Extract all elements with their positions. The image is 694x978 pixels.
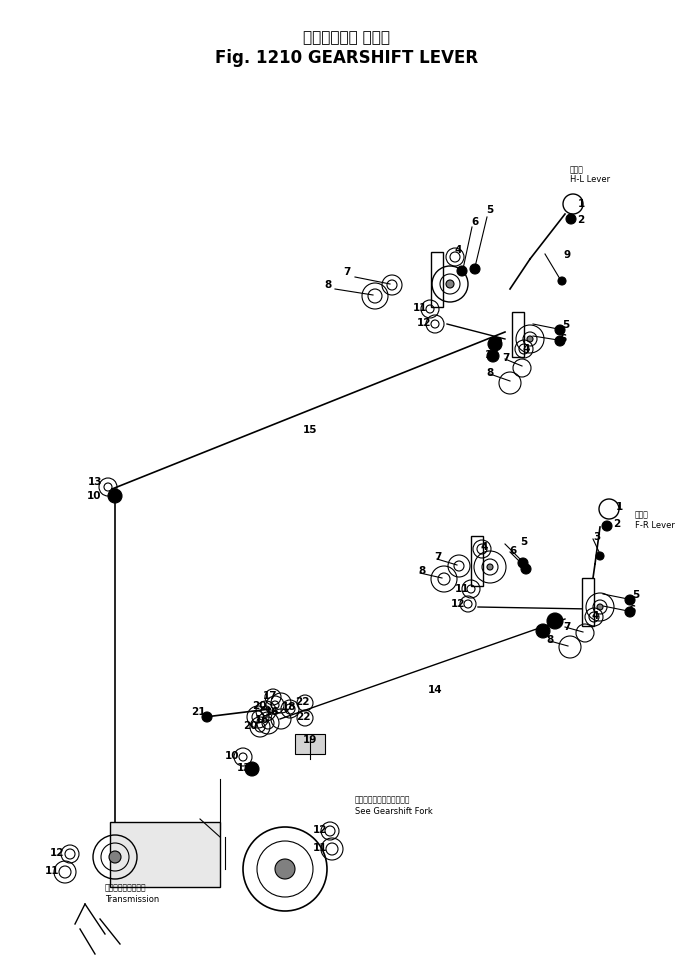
Text: レバー: レバー (635, 510, 649, 519)
Text: 3: 3 (593, 531, 600, 542)
Circle shape (555, 336, 565, 346)
Text: 7: 7 (344, 267, 350, 277)
Text: 20: 20 (243, 720, 257, 731)
Text: 8: 8 (486, 368, 493, 378)
Text: 12: 12 (50, 847, 65, 857)
Text: 13: 13 (484, 350, 499, 360)
Circle shape (566, 215, 576, 225)
Text: 4: 4 (480, 542, 488, 552)
Text: 12: 12 (313, 824, 328, 834)
Text: 16: 16 (255, 714, 269, 725)
Circle shape (245, 762, 259, 777)
Circle shape (625, 596, 635, 605)
Text: 4: 4 (591, 610, 599, 620)
Circle shape (597, 604, 603, 610)
Circle shape (625, 607, 635, 617)
Bar (512, 312, 524, 357)
Text: 12: 12 (450, 599, 465, 608)
Text: 15: 15 (303, 424, 317, 434)
Text: 8: 8 (324, 280, 332, 289)
Text: 10: 10 (489, 336, 503, 346)
Bar (295, 734, 325, 754)
Text: Transmission: Transmission (105, 895, 159, 904)
Text: 5: 5 (562, 320, 570, 330)
Text: 2: 2 (613, 518, 620, 528)
Text: 10: 10 (87, 491, 101, 501)
Text: 19: 19 (303, 734, 317, 744)
Text: See Gearshift Fork: See Gearshift Fork (355, 807, 433, 816)
Bar (471, 537, 483, 587)
Bar (110, 822, 220, 887)
Text: 10: 10 (549, 614, 564, 624)
Text: 1: 1 (577, 199, 584, 208)
Text: 8: 8 (418, 565, 425, 575)
Circle shape (457, 267, 467, 277)
Text: 6: 6 (628, 604, 636, 614)
Circle shape (487, 351, 499, 363)
Text: 16: 16 (264, 706, 279, 716)
Circle shape (558, 278, 566, 286)
Text: 11: 11 (313, 842, 328, 852)
Text: ギャーシフト レバー: ギャーシフト レバー (303, 30, 391, 45)
Text: 11: 11 (413, 302, 428, 313)
Circle shape (555, 326, 565, 335)
Bar (582, 578, 594, 626)
Circle shape (488, 337, 502, 352)
Text: 5: 5 (486, 204, 493, 215)
Text: 13: 13 (536, 625, 550, 636)
Circle shape (470, 265, 480, 275)
Circle shape (108, 490, 122, 504)
Text: 1: 1 (616, 502, 623, 511)
Text: 6: 6 (509, 546, 516, 556)
Text: H-L Lever: H-L Lever (570, 175, 610, 184)
Text: ギャーシフトフォーク参照: ギャーシフトフォーク参照 (355, 795, 410, 804)
Text: 12: 12 (417, 318, 431, 328)
Text: 5: 5 (520, 537, 527, 547)
Text: 14: 14 (428, 685, 442, 694)
Circle shape (275, 859, 295, 879)
Text: 11: 11 (455, 584, 469, 594)
Circle shape (547, 613, 563, 630)
Text: 22: 22 (295, 696, 310, 706)
Text: レバー: レバー (570, 165, 584, 174)
Text: 13: 13 (87, 476, 102, 486)
Text: 21: 21 (191, 706, 205, 716)
Circle shape (527, 336, 533, 342)
Text: 7: 7 (434, 552, 441, 561)
Text: F-R Lever: F-R Lever (635, 520, 675, 529)
Text: 8: 8 (546, 635, 554, 645)
Text: 17: 17 (263, 690, 278, 700)
Text: 5: 5 (632, 590, 640, 600)
Bar (431, 252, 443, 307)
Circle shape (521, 564, 531, 574)
Text: 6: 6 (559, 333, 566, 343)
Text: 7: 7 (502, 353, 509, 363)
Circle shape (596, 553, 604, 560)
Circle shape (487, 564, 493, 570)
Text: 22: 22 (296, 711, 310, 721)
Text: 13: 13 (237, 762, 251, 773)
Text: 6: 6 (471, 217, 479, 227)
Text: 11: 11 (44, 866, 59, 875)
Text: 7: 7 (564, 621, 570, 632)
Circle shape (446, 281, 454, 289)
Text: 4: 4 (455, 244, 462, 254)
Circle shape (518, 558, 528, 568)
Text: Fig. 1210 GEARSHIFT LEVER: Fig. 1210 GEARSHIFT LEVER (215, 49, 479, 67)
Circle shape (202, 712, 212, 723)
Text: 20: 20 (252, 700, 266, 710)
Text: 2: 2 (577, 215, 584, 225)
Text: 9: 9 (564, 249, 570, 260)
Text: 10: 10 (225, 750, 239, 760)
Circle shape (536, 624, 550, 639)
Circle shape (109, 851, 121, 864)
Text: 4: 4 (523, 343, 530, 354)
Circle shape (602, 521, 612, 531)
Text: 18: 18 (282, 701, 296, 711)
Text: トランスミッション: トランスミッション (105, 882, 146, 892)
